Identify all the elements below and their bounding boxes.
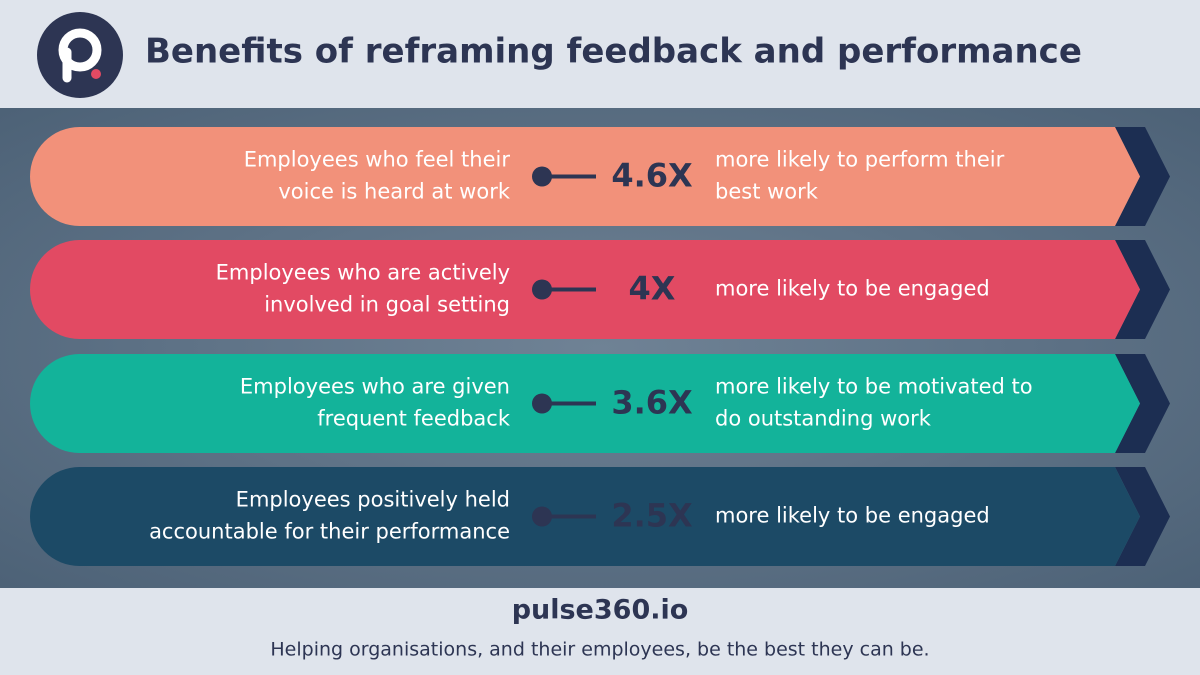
- stat: 3.6X: [611, 384, 693, 422]
- right-text: more likely to be motivated to: [715, 375, 1033, 399]
- tagline: Helping organisations, and their employe…: [270, 639, 929, 661]
- chevron: [1115, 240, 1170, 339]
- header-band: [0, 0, 1200, 108]
- left-text: Employees who are actively: [216, 261, 510, 285]
- right-text: more likely to be engaged: [715, 504, 990, 528]
- left-text: Employees who feel their: [244, 148, 511, 172]
- footer-band: [0, 588, 1200, 675]
- left-text: accountable for their performance: [149, 520, 510, 544]
- chevron: [1115, 467, 1170, 566]
- left-text: Employees positively held: [236, 488, 510, 512]
- stat: 4X: [629, 270, 676, 308]
- chevron: [1115, 354, 1170, 453]
- right-text: more likely to perform their: [715, 148, 1005, 172]
- title: Benefits of reframing feedback and perfo…: [145, 32, 1082, 72]
- logo: [37, 12, 123, 98]
- right-text: best work: [715, 180, 819, 204]
- right-text: do outstanding work: [715, 407, 932, 431]
- left-text: Employees who are given: [240, 375, 510, 399]
- left-text: involved in goal setting: [264, 293, 510, 317]
- chevron: [1115, 127, 1170, 226]
- stat: 2.5X: [611, 497, 693, 535]
- stat: 4.6X: [611, 157, 693, 195]
- site: pulse360.io: [512, 595, 689, 626]
- left-text: frequent feedback: [317, 407, 511, 431]
- right-text: more likely to be engaged: [715, 277, 990, 301]
- left-text: voice is heard at work: [278, 180, 511, 204]
